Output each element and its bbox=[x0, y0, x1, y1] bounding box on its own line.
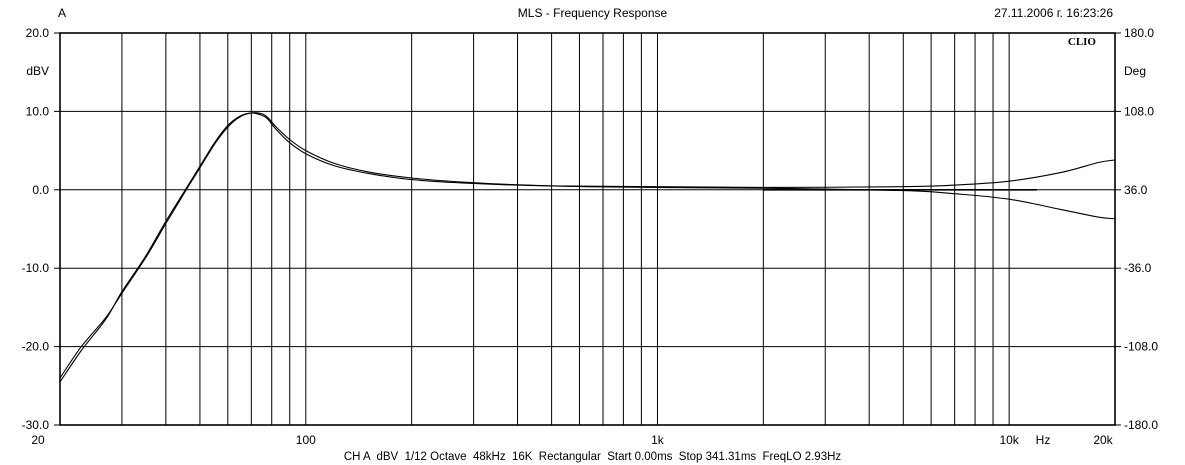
y2-tick-label: -180.0 bbox=[1124, 418, 1158, 432]
x-tick-label: 20k bbox=[1093, 433, 1113, 447]
response-curve-2 bbox=[59, 112, 1116, 379]
y2-tick-label: -108.0 bbox=[1124, 340, 1158, 354]
response-curve-1 bbox=[59, 112, 1116, 383]
plot-frame bbox=[59, 32, 1116, 426]
y-tick-label: -30.0 bbox=[22, 418, 50, 432]
y2-tick-label: 180.0 bbox=[1124, 26, 1154, 40]
chart-title: MLS - Frequency Response bbox=[517, 6, 668, 20]
y-tick-label: -20.0 bbox=[22, 340, 50, 354]
x-tick-label: 1k bbox=[651, 433, 665, 447]
x-axis-unit: Hz bbox=[1036, 433, 1051, 447]
channel-label: A bbox=[58, 6, 67, 20]
y-tick-label: 10.0 bbox=[26, 104, 50, 118]
y2-tick-label: 36.0 bbox=[1124, 183, 1148, 197]
timestamp: 27.11.2006 г. 16:23:26 bbox=[994, 6, 1113, 20]
y2-axis-label: Deg bbox=[1124, 64, 1146, 78]
y-tick-label: -10.0 bbox=[22, 261, 50, 275]
measurement-settings: CH A dBV 1/12 Octave 48kHz 16K Rectangul… bbox=[343, 451, 842, 463]
y2-tick-label: -36.0 bbox=[1124, 261, 1152, 275]
y2-tick-label: 108.0 bbox=[1124, 104, 1154, 118]
curves bbox=[59, 112, 1116, 383]
tick-labels: 20.0 10.0 0.0 -10.0 -20.0 -30.0 180.0 108.0 36.0… bbox=[22, 26, 1159, 447]
x-tick-label: 100 bbox=[296, 433, 316, 447]
clio-brand: CLIO bbox=[1068, 36, 1097, 48]
grid bbox=[60, 33, 1115, 425]
y-axis-label: dBV bbox=[26, 64, 49, 78]
x-tick-label: 10k bbox=[999, 433, 1019, 447]
y-tick-label: 0.0 bbox=[32, 183, 49, 197]
y-tick-label: 20.0 bbox=[26, 26, 50, 40]
x-tick-label: 20 bbox=[31, 433, 45, 447]
